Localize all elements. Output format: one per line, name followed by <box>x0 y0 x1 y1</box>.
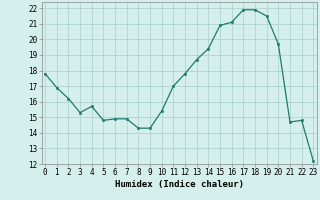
X-axis label: Humidex (Indice chaleur): Humidex (Indice chaleur) <box>115 180 244 189</box>
